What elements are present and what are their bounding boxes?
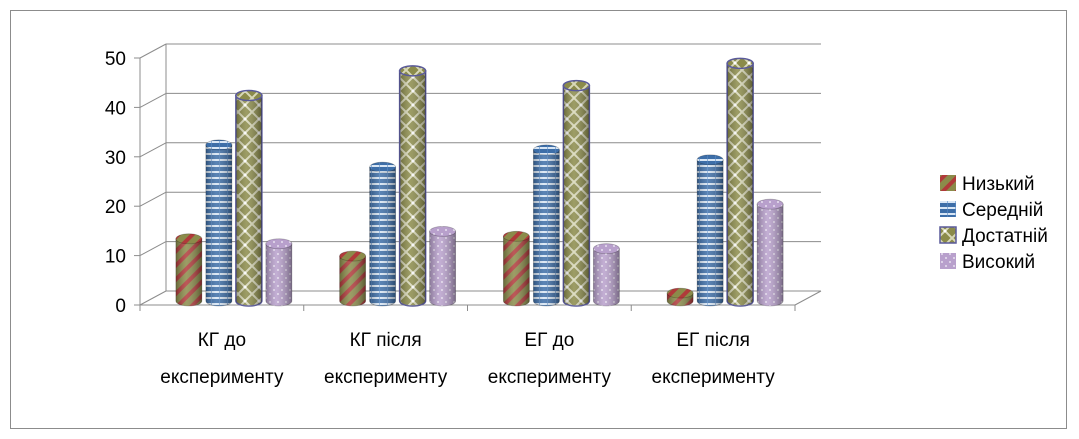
bar-top: [696, 154, 724, 166]
gridline-depth: [139, 43, 167, 59]
y-tick-label: 50: [105, 49, 126, 70]
x-tick-label: експерименту: [488, 367, 612, 388]
bar: [562, 79, 591, 307]
bar: [369, 161, 397, 307]
bar-shading: [563, 85, 590, 306]
bar: [235, 89, 263, 307]
legend-swatch: [940, 253, 956, 269]
bar-shading: [757, 204, 784, 306]
bar: [429, 225, 457, 307]
bar-top: [562, 79, 591, 92]
bar-top: [429, 225, 457, 237]
bar-top: [592, 243, 620, 255]
legend-swatch: [939, 226, 957, 244]
axis-labels: 0 10 20 30 40 50 КГ до експерименту КГ після експ…: [105, 49, 775, 388]
x-tick-label: експерименту: [160, 367, 284, 388]
x-tick-label: КГ після: [350, 330, 422, 351]
bar-shading: [235, 95, 262, 307]
y-tick-label: 40: [105, 98, 126, 119]
bar: [398, 65, 427, 307]
bar: [532, 144, 560, 307]
bar: [175, 233, 203, 307]
legend-swatch: [940, 175, 956, 191]
x-tick-label: експерименту: [324, 367, 448, 388]
bar-shading: [697, 159, 724, 306]
bar-top: [369, 161, 397, 173]
floor-edge: [794, 290, 822, 306]
gridline-depth: [139, 191, 167, 207]
legend-swatch: [940, 201, 956, 217]
bar-top: [666, 287, 694, 299]
bar-shading: [339, 256, 366, 306]
bar-top: [726, 57, 754, 70]
bar-top: [175, 233, 203, 245]
bar: [265, 238, 293, 307]
gridline-depth: [139, 290, 167, 306]
bar: [502, 230, 530, 307]
bar-shading: [369, 167, 396, 306]
legend-label: Середній: [962, 200, 1043, 221]
bar-shading: [265, 243, 292, 306]
bar-shading: [593, 248, 620, 306]
bar: [205, 139, 233, 307]
bar-shading: [175, 238, 202, 306]
bar-top: [756, 198, 784, 210]
y-tick-label: 10: [105, 247, 126, 268]
bar-top: [205, 139, 233, 151]
bar: [592, 243, 620, 307]
bar-top: [398, 65, 427, 77]
legend-label: Низький: [962, 174, 1034, 195]
bar-top: [265, 238, 293, 250]
bar-top: [339, 250, 367, 262]
bar-top: [502, 230, 530, 242]
bar-shading: [533, 149, 560, 306]
x-tick-label: експерименту: [652, 367, 776, 388]
gridline-depth: [139, 241, 167, 257]
bar: [696, 154, 724, 307]
bar-shading: [399, 70, 426, 306]
y-tick-label: 20: [105, 197, 126, 218]
bars: [175, 57, 784, 307]
x-tick-label: ЕГ після: [676, 330, 750, 351]
bar-shading: [429, 231, 456, 306]
bar-shading: [205, 144, 232, 306]
legend-label: Достатній: [962, 226, 1048, 247]
y-tick-label: 30: [105, 148, 126, 169]
legend: Низький Середній Достатній Високий: [939, 174, 1048, 273]
bar: [339, 250, 367, 307]
x-tick-label: КГ до: [198, 330, 246, 351]
bar-top: [532, 144, 560, 156]
gridline-depth: [139, 92, 167, 108]
bar-shading: [503, 236, 530, 306]
legend-label: Високий: [962, 252, 1035, 273]
bar-top: [235, 89, 263, 102]
bar: [666, 287, 694, 307]
gridline-depth: [139, 142, 167, 158]
x-tick-label: ЕГ до: [524, 330, 574, 351]
y-tick-label: 0: [115, 296, 126, 317]
bar: [756, 198, 784, 307]
bar-shading: [727, 63, 754, 306]
bar: [726, 57, 754, 307]
